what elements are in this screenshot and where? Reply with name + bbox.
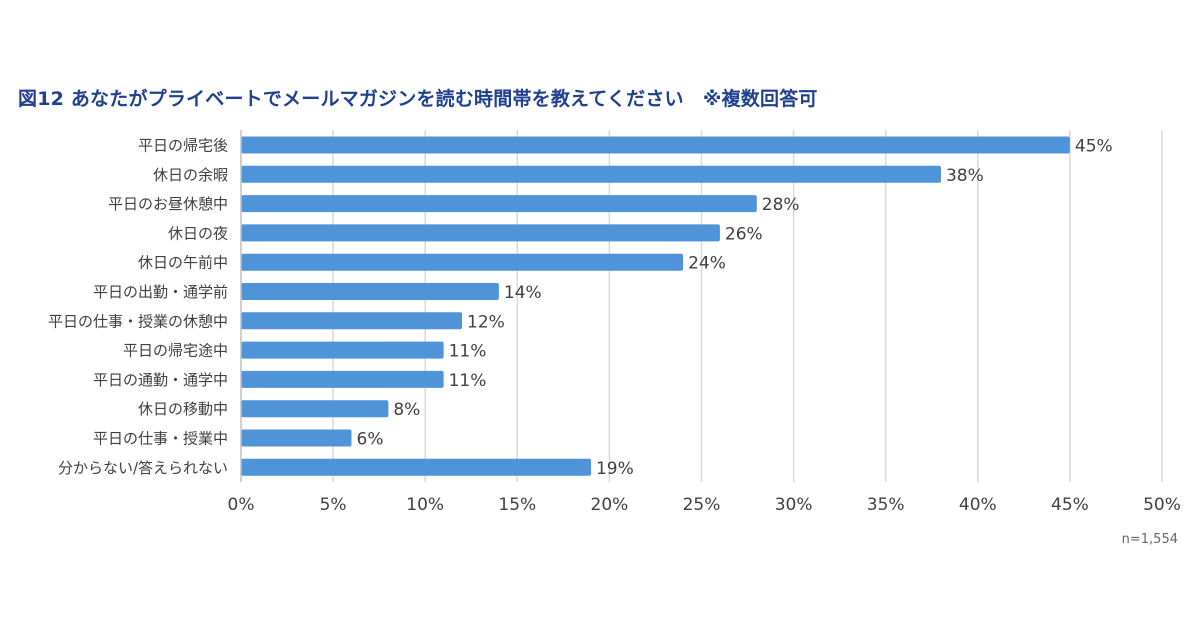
category-label: 平日の帰宅途中 (123, 342, 228, 360)
x-tick-label: 50% (1143, 495, 1181, 515)
category-label: 休日の余暇 (153, 166, 228, 184)
bar (241, 429, 352, 447)
category-label: 平日のお昼休憩中 (108, 195, 228, 213)
data-label: 45% (1075, 137, 1113, 157)
bar (241, 370, 444, 388)
data-label: 11% (449, 371, 487, 391)
data-label: 8% (393, 400, 420, 420)
data-label: 14% (504, 283, 542, 303)
data-label: 19% (596, 459, 634, 479)
bar (241, 458, 591, 476)
x-tick-label: 0% (228, 495, 255, 515)
x-tick-label: 45% (1051, 495, 1089, 515)
category-label: 平日の通勤・通学中 (93, 371, 228, 389)
data-label: 11% (449, 342, 487, 362)
bar (241, 283, 499, 300)
bar (241, 400, 389, 418)
category-label: 分からない/答えられない (58, 459, 228, 477)
x-tick-label: 40% (959, 495, 997, 515)
category-label: 休日の夜 (168, 224, 228, 242)
category-label: 平日の帰宅後 (138, 137, 228, 155)
bar (241, 224, 720, 242)
sample-size-note: n=1,554 (1121, 532, 1178, 547)
bar (241, 165, 941, 183)
bar (241, 136, 1070, 154)
category-label: 休日の午前中 (138, 254, 228, 272)
data-label: 38% (946, 166, 984, 186)
x-tick-label: 20% (591, 495, 629, 515)
data-label: 6% (357, 430, 384, 450)
category-label: 平日の仕事・授業の休憩中 (48, 312, 228, 330)
bar (241, 195, 757, 213)
data-label: 12% (467, 312, 505, 332)
chart-title: 図12 あなたがプライベートでメールマガジンを読む時間帯を教えてください ※複数… (18, 88, 818, 110)
x-tick-label: 10% (406, 495, 444, 515)
bar (241, 312, 463, 330)
x-tick-label: 30% (775, 495, 813, 515)
category-label: 平日の仕事・授業中 (93, 430, 228, 448)
bar (241, 341, 444, 359)
category-label: 休日の移動中 (138, 400, 228, 418)
data-label: 28% (762, 195, 800, 215)
data-label: 26% (725, 224, 763, 244)
x-tick-label: 25% (683, 495, 721, 515)
x-tick-label: 5% (320, 495, 347, 515)
data-label: 24% (688, 254, 726, 274)
category-label: 平日の出勤・通学前 (93, 283, 228, 301)
bar (241, 253, 684, 271)
x-tick-label: 35% (867, 495, 905, 515)
x-tick-label: 15% (498, 495, 536, 515)
